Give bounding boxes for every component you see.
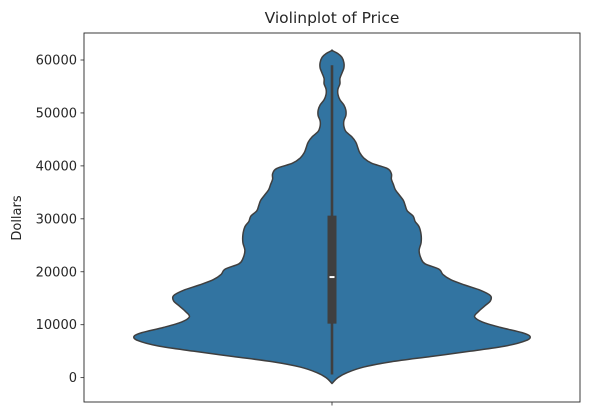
y-axis: 0 10000 20000 30000 40000 50000 60000 <box>36 54 84 386</box>
y-tick-label: 50000 <box>36 106 77 121</box>
plot-frame <box>83 32 581 403</box>
chart-title: Violinplot of Price <box>265 9 400 27</box>
y-tick-label: 60000 <box>36 54 77 69</box>
y-tick-label: 20000 <box>36 265 77 280</box>
violin-iqr-box <box>327 215 337 324</box>
plot-area <box>133 49 531 385</box>
y-tick-label: 0 <box>69 371 77 386</box>
y-tick-label: 40000 <box>36 159 77 174</box>
y-tick-label: 30000 <box>36 212 77 227</box>
y-axis-label: Dollars <box>10 195 25 240</box>
y-tick-label: 10000 <box>36 318 77 333</box>
